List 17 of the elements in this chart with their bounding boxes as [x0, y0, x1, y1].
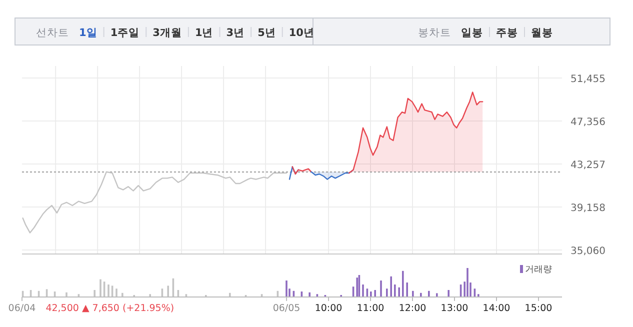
x-tick-label: 14:00 [482, 303, 510, 314]
y-tick-label: 51,455 [570, 74, 606, 85]
text: 06/04 [8, 303, 36, 314]
y-tick-label: 43,257 [570, 160, 606, 172]
text: 06/05 [272, 303, 300, 314]
legend-label: 거래량 [525, 265, 552, 275]
tab-bar: 선차트 1일 1주일 3개월 1년 3년 5년 10년 봉차트 일봉 주봉 월봉 [14, 18, 610, 46]
y-tick-label: 35,060 [570, 246, 606, 257]
y-tick-label: 47,356 [570, 117, 606, 128]
line-series [22, 171, 288, 234]
x-tick-label: 10:00 [314, 303, 342, 314]
text: 42,500 ▲ 7,650 (+21.95%) [46, 303, 174, 314]
x-tick-label: 15:00 [524, 303, 552, 314]
y-tick-label: 39,158 [570, 203, 606, 214]
x-tick-label: 11:00 [356, 303, 384, 314]
x-tick-label: 12:00 [398, 303, 426, 314]
x-tick-label: 13:00 [440, 303, 468, 314]
